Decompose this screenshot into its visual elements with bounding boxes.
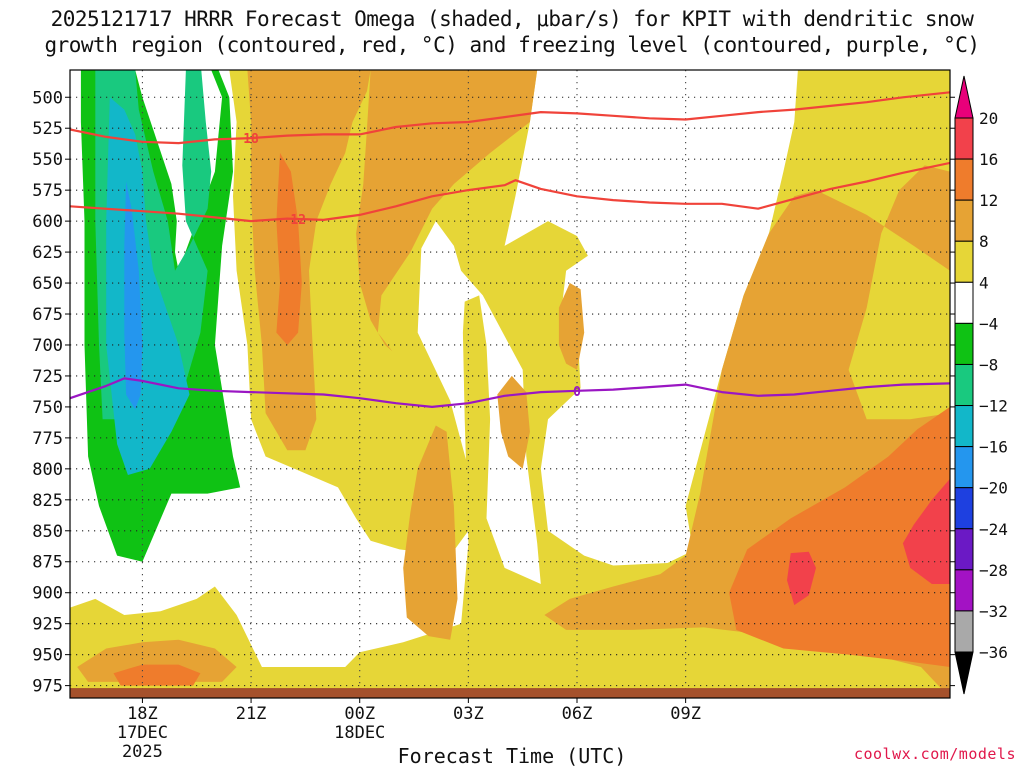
chart-title-line-1: 2025121717 HRRR Forecast Omega (shaded, … <box>50 7 974 31</box>
colorbar-label-10: −24 <box>979 520 1008 539</box>
x-tick-sublabel-17DEC: 17DEC <box>117 723 168 743</box>
omega-pos-16-20-0930 <box>787 551 816 606</box>
dgz-bottom-minus-12 <box>70 161 950 223</box>
colorbar-bottom-arrow <box>954 651 974 695</box>
colorbar-label-6: −8 <box>979 355 998 374</box>
colorbar-label-5: −4 <box>979 314 998 333</box>
colorbar-label-3: 8 <box>979 232 989 251</box>
omega-neg-16-20 <box>124 181 143 410</box>
colorbar-bin-10 <box>954 487 974 530</box>
freezing-level-0-label: 0 <box>573 385 581 400</box>
x-tick-label-00Z: 00Z <box>344 704 375 724</box>
y-tick-label-975: 975 <box>32 677 63 697</box>
y-tick-label-650: 650 <box>32 274 63 294</box>
source-credit[interactable]: coolwx.com/models <box>853 745 1016 763</box>
colorbar-bin-4 <box>954 240 974 283</box>
y-tick-label-925: 925 <box>32 615 63 635</box>
y-tick-label-625: 625 <box>32 243 63 263</box>
colorbar-label-12: −32 <box>979 602 1008 621</box>
colorbar-label-4: 4 <box>979 273 989 292</box>
colorbar-bin-3 <box>954 199 974 242</box>
y-tick-label-600: 600 <box>32 212 63 232</box>
colorbar-bin-8 <box>954 405 974 448</box>
dgz-top-minus-18 <box>70 91 950 145</box>
omega-pos-8-12-mid-tongue <box>403 425 458 640</box>
colorbar-bin-6 <box>954 322 974 365</box>
y-tick-label-775: 775 <box>32 429 63 449</box>
y-tick-label-875: 875 <box>32 553 63 573</box>
colorbar-bin-12 <box>954 569 974 612</box>
colorbar-top-arrow <box>954 75 974 119</box>
chart-title-line-2: growth region (contoured, red, °C) and f… <box>44 33 980 57</box>
y-tick-label-950: 950 <box>32 646 63 666</box>
colorbar-bin-11 <box>954 528 974 571</box>
colorbar-bin-2 <box>954 158 974 201</box>
omega-pos-12-16-2200 <box>276 153 302 345</box>
x-tick-label-06Z: 06Z <box>562 704 593 724</box>
y-tick-label-550: 550 <box>32 150 63 170</box>
ground-surface <box>70 688 950 698</box>
y-tick-label-575: 575 <box>32 181 63 201</box>
x-tick-sublabel-2025: 2025 <box>122 742 163 762</box>
dgz-bottom-minus-12-label: 12 <box>290 213 306 228</box>
x-axis-label: Forecast Time (UTC) <box>397 744 627 768</box>
freezing-level-0 <box>70 377 950 408</box>
omega-pos-12-16-bottom <box>113 664 201 686</box>
y-tick-label-825: 825 <box>32 491 63 511</box>
y-tick-label-675: 675 <box>32 305 63 325</box>
omega-pos-8-12-bottom-left <box>77 639 237 682</box>
y-tick-label-750: 750 <box>32 398 63 418</box>
colorbar-label-13: −36 <box>979 643 1008 662</box>
x-tick-sublabel-18DEC: 18DEC <box>334 723 385 743</box>
omega-pos-8-12-right-upper <box>356 70 538 352</box>
y-axis: 500 525 550 575 600 625 650 675 700 725 750 775 800 8… <box>32 88 955 697</box>
y-tick-label-800: 800 <box>32 460 63 480</box>
colorbar-bin-1 <box>954 117 974 160</box>
x-tick-label-21Z: 21Z <box>236 704 267 724</box>
x-tick-label-03Z: 03Z <box>453 704 484 724</box>
y-tick-label-900: 900 <box>32 584 63 604</box>
omega-pos-12-16-09z <box>729 406 950 667</box>
omega-pos-8-12-blob-0430 <box>497 375 530 469</box>
y-tick-label-725: 725 <box>32 367 63 387</box>
y-tick-label-850: 850 <box>32 522 63 542</box>
dgz-top-minus-18-label: 18 <box>243 132 259 147</box>
plot-frame <box>69 69 951 699</box>
colorbar-label-0: 20 <box>979 109 998 128</box>
colorbar-bin-9 <box>954 446 974 489</box>
colorbar-label-1: 16 <box>979 150 998 169</box>
omega-pos-8-12-upper <box>247 70 371 451</box>
colorbar-bin-7 <box>954 363 974 407</box>
y-tick-label-500: 500 <box>32 88 63 108</box>
colorbar-legend: 20 16 12 8 4 −4 −8 −12 −16 −20 −24 −28 −32 −36 <box>954 75 1008 695</box>
y-tick-label-525: 525 <box>32 119 63 139</box>
contour-lines: 18 12 0 <box>70 91 950 408</box>
colorbar-label-2: 12 <box>979 191 998 210</box>
omega-pos-16-20-1030 <box>902 478 950 584</box>
colorbar-label-7: −12 <box>979 397 1008 416</box>
colorbar-label-8: −16 <box>979 438 1008 457</box>
colorbar-bin-13 <box>954 610 974 653</box>
omega-shading <box>70 70 950 698</box>
colorbar-bin-5 <box>954 281 974 324</box>
colorbar-label-9: −20 <box>979 479 1008 498</box>
x-tick-label-09Z: 09Z <box>670 704 701 724</box>
omega-pos-8-12-blob-06z <box>558 283 585 370</box>
x-tick-label-18Z: 18Z <box>127 704 158 724</box>
y-tick-label-700: 700 <box>32 336 63 356</box>
colorbar-label-11: −28 <box>979 561 1008 580</box>
